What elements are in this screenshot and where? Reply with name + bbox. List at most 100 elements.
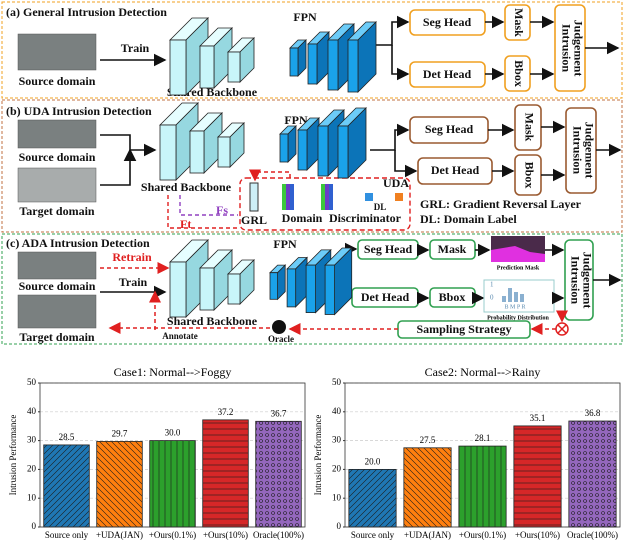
bar [150, 441, 196, 527]
block-front [190, 131, 204, 173]
label: Judgement [580, 252, 594, 309]
y-tick-label: 30 [332, 435, 342, 445]
y-tick-label: 50 [332, 377, 342, 387]
icon-bar [514, 292, 518, 302]
layer-icon [286, 184, 290, 210]
bar [569, 421, 616, 527]
bar [404, 448, 451, 527]
figure: (a) General Intrusion Detection Source d… [0, 0, 626, 544]
note: GRL: Gradient Reversal Layer [420, 197, 582, 211]
block-front [170, 262, 186, 317]
arrow [375, 22, 408, 45]
dl-icon [395, 193, 403, 201]
label: Source domain [19, 74, 96, 88]
label: Discriminator [329, 211, 402, 225]
label: Seg Head [425, 122, 474, 136]
label: Train [121, 41, 150, 55]
layer-icon [282, 184, 286, 210]
bar [514, 426, 561, 527]
note: DL: Domain Label [420, 212, 517, 226]
block [308, 32, 329, 84]
block-front [348, 40, 358, 92]
x-tick-label: +Ours(10%) [203, 530, 248, 540]
bar [256, 421, 302, 527]
label: Train [119, 275, 148, 289]
label: Shared Backbone [141, 180, 232, 194]
label: Sampling Strategy [416, 322, 511, 336]
label: Fs [216, 203, 228, 217]
x-tick-label: +Ours(10%) [515, 530, 560, 540]
label: Mask [438, 242, 467, 256]
block [287, 258, 307, 307]
panel-title: (b) UDA Intrusion Detection [6, 104, 152, 118]
label: Target domain [19, 204, 95, 218]
diagram: (a) General Intrusion Detection Source d… [2, 2, 622, 344]
block-front [228, 274, 240, 304]
label: Mask [522, 113, 536, 142]
block-front [170, 40, 186, 95]
source-image [18, 120, 96, 148]
y-tick-label: 40 [27, 406, 37, 416]
label: Source domain [19, 279, 96, 293]
label: Domain [282, 211, 323, 225]
dl-icon [365, 193, 373, 201]
label: UDA [383, 176, 409, 190]
y-tick-label: 10 [27, 492, 37, 502]
target-image [18, 295, 96, 328]
y-tick-label: 30 [27, 435, 37, 445]
block [270, 265, 285, 299]
value-label: 20.0 [365, 456, 381, 466]
label: Seg Head [423, 15, 472, 29]
label: B M P R [505, 304, 526, 310]
x-tick-label: +Ours(0.1%) [149, 530, 196, 540]
y-tick-label: 50 [27, 377, 37, 387]
arrow [370, 130, 408, 150]
x-tick-label: Oracle(100%) [253, 530, 304, 540]
label: DL [374, 202, 387, 212]
block-front [318, 126, 328, 176]
bar [459, 446, 506, 527]
label: Bbox [439, 290, 466, 304]
block-front [200, 268, 214, 310]
label: GRL [241, 213, 267, 227]
label: Prediction Mask [497, 265, 540, 271]
layer-icon [290, 184, 294, 210]
block-front [280, 134, 288, 162]
label: Det Head [423, 67, 472, 81]
block [280, 126, 296, 162]
bar [97, 441, 143, 527]
panel-title: (a) General Intrusion Detection [6, 5, 167, 19]
block-front [218, 137, 230, 167]
label: Mask [512, 8, 526, 37]
block-front [228, 52, 240, 82]
layer-icon [329, 184, 333, 210]
layer-icon [325, 184, 329, 210]
label: Seg Head [364, 242, 413, 256]
y-axis-label: Intrusion Performance [8, 415, 18, 496]
label: 1 [490, 281, 494, 289]
label: Judgement [571, 20, 585, 77]
bar [203, 420, 249, 527]
value-label: 29.7 [112, 429, 128, 439]
x-tick-label: Source only [351, 530, 395, 540]
label: Det Head [361, 290, 410, 304]
block-front [328, 40, 338, 90]
label: Oracle [268, 334, 294, 344]
x-tick-label: Oracle(100%) [567, 530, 618, 540]
bar [44, 445, 90, 527]
y-tick-label: 20 [27, 463, 37, 473]
arrow [392, 45, 408, 74]
y-tick-label: 0 [32, 521, 37, 531]
label: FPN [273, 237, 297, 251]
fs-path [180, 195, 238, 215]
block-front [325, 265, 335, 314]
label: FPN [293, 10, 317, 24]
block-front [306, 265, 316, 313]
y-tick-label: 40 [332, 406, 342, 416]
value-label: 37.2 [218, 407, 234, 417]
block-front [308, 44, 317, 84]
label: Intrusion [559, 24, 573, 72]
x-tick-label: +UDA(JAN) [404, 530, 451, 540]
label: Ft [180, 217, 191, 231]
block [290, 40, 306, 76]
